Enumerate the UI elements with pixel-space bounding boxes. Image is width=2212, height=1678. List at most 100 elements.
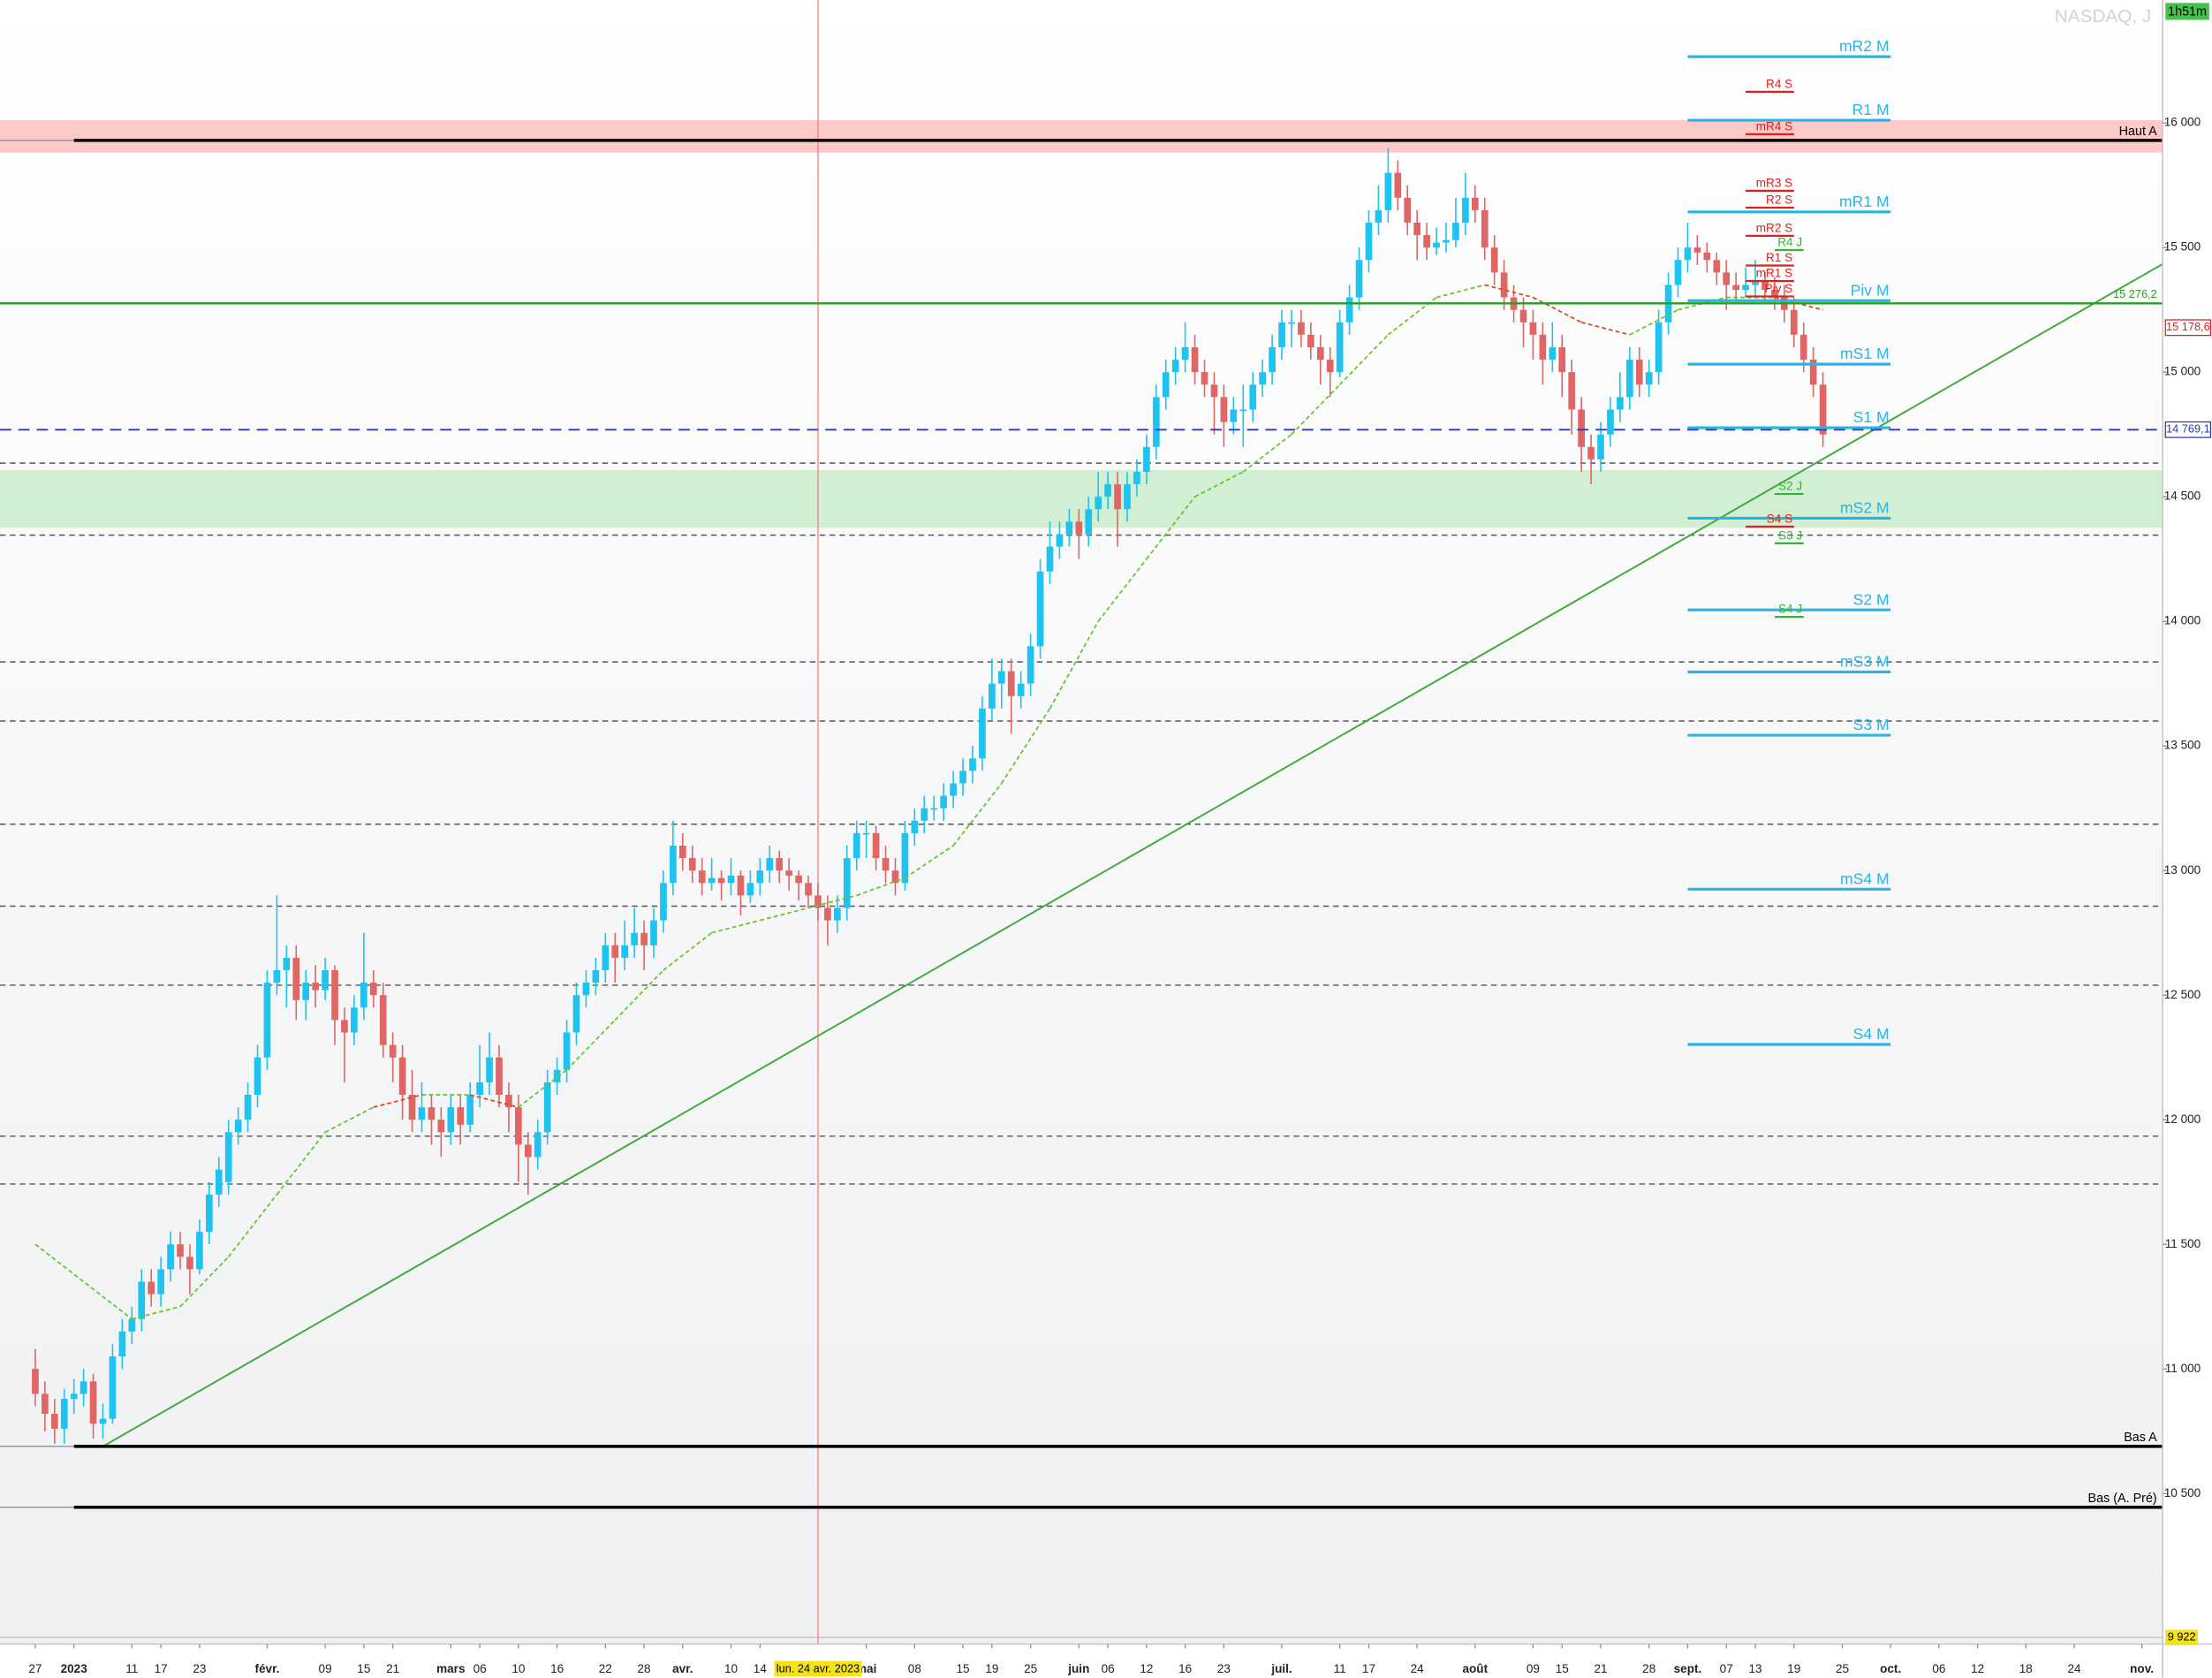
- x-tick-label: 15: [357, 1662, 370, 1675]
- candle-body: [1230, 409, 1238, 422]
- candle-body: [1539, 334, 1547, 361]
- candle-body: [1674, 260, 1682, 285]
- pivot-label: mS1 M: [1840, 345, 1890, 362]
- candle-body: [1046, 546, 1054, 572]
- moving-average: [179, 1256, 230, 1308]
- trendline: [102, 262, 2163, 1447]
- x-tick-label: 15: [1556, 1662, 1569, 1675]
- candle-body: [1713, 260, 1721, 273]
- candle-body: [1326, 360, 1334, 373]
- moving-average: [228, 1194, 278, 1257]
- candle-body: [60, 1399, 68, 1429]
- candle-body: [631, 932, 638, 945]
- x-tick-label: avr.: [672, 1662, 693, 1675]
- candle-body: [1809, 360, 1817, 385]
- crosshair-label: lun. 24 avr. 2023: [776, 1662, 860, 1675]
- candle-body: [1036, 571, 1044, 647]
- candle-body: [708, 877, 716, 884]
- x-tick-label: 16: [550, 1662, 564, 1675]
- x-tick-label: 11: [125, 1662, 138, 1675]
- candle-body: [930, 808, 938, 810]
- candle-body: [1278, 322, 1285, 347]
- plot-background: [0, 0, 2163, 1644]
- x-tick-label: oct.: [1880, 1662, 1901, 1675]
- x-tick-label: sept.: [1674, 1662, 1702, 1675]
- pivot-label: Piv S: [1765, 282, 1793, 295]
- candle-body: [1519, 309, 1527, 323]
- pivot-label: mR3 S: [1756, 176, 1792, 189]
- candle-body: [852, 832, 860, 859]
- candle-body: [1529, 322, 1537, 335]
- candle-body: [1500, 272, 1508, 298]
- x-tick-label: févr.: [255, 1662, 280, 1675]
- moving-average: [1580, 321, 1631, 336]
- moving-average: [663, 931, 713, 971]
- candle-body: [940, 795, 948, 809]
- y-tick-label: 11 500: [2165, 1237, 2201, 1250]
- candle-body: [505, 1094, 512, 1108]
- pivot-label: Piv M: [1851, 281, 1890, 299]
- moving-average: [614, 969, 664, 1021]
- candle-body: [1336, 322, 1344, 373]
- candle-body: [457, 1107, 465, 1125]
- candle-body: [688, 858, 696, 871]
- candle-body: [1171, 360, 1179, 373]
- candle-body: [389, 1044, 397, 1058]
- candle-body: [398, 1057, 406, 1095]
- moving-average: [1194, 471, 1244, 497]
- candle-body: [205, 1194, 213, 1233]
- moving-average: [807, 894, 857, 909]
- x-tick-label: 11: [1334, 1662, 1346, 1675]
- candle-body: [263, 983, 271, 1058]
- candle-body: [283, 957, 291, 970]
- y-tick-label: 11 000: [2165, 1362, 2201, 1375]
- pivot-label: mS3 M: [1840, 653, 1890, 671]
- x-tick-label: juin: [1067, 1662, 1089, 1675]
- pivot-label: R4 S: [1766, 77, 1792, 90]
- candle-body: [118, 1331, 126, 1357]
- candle-body: [737, 875, 745, 896]
- moving-average: [132, 1305, 181, 1320]
- candle-body: [670, 845, 677, 884]
- candle-body: [1220, 397, 1228, 422]
- candle-body: [1104, 484, 1111, 497]
- candle-body: [437, 1120, 445, 1133]
- candle-body: [640, 932, 648, 945]
- candle-body: [602, 945, 610, 970]
- candle-body: [1549, 346, 1557, 361]
- candle-body: [70, 1393, 78, 1400]
- moving-average: [1097, 558, 1148, 622]
- candle-body: [1017, 683, 1025, 696]
- candle-body: [698, 870, 706, 884]
- candle-body: [805, 883, 812, 896]
- candle-body: [650, 920, 657, 945]
- pivot-label: S2 M: [1853, 590, 1890, 608]
- moving-average: [1291, 383, 1341, 436]
- candle-body: [379, 995, 387, 1045]
- candle-body: [1249, 384, 1257, 410]
- candle-body: [1210, 384, 1218, 398]
- y-tick-label: 14 000: [2164, 614, 2201, 627]
- candle-body: [969, 758, 976, 771]
- candle-body: [621, 945, 629, 958]
- candle-body: [1490, 247, 1498, 273]
- x-tick-label: 17: [1362, 1662, 1375, 1675]
- candle-body: [920, 808, 928, 821]
- x-tick-label: 21: [1594, 1662, 1607, 1675]
- candle-body: [611, 945, 619, 958]
- x-tick-label: 06: [473, 1662, 487, 1675]
- y-tick-label: 12 000: [2164, 1112, 2201, 1126]
- candle-body: [128, 1318, 136, 1332]
- price-tag-box: [2164, 421, 2212, 438]
- candle-body: [950, 783, 957, 796]
- candle-body: [428, 1107, 436, 1120]
- moving-average: [711, 919, 761, 934]
- candle-body: [1345, 297, 1353, 323]
- candle-body: [1433, 242, 1440, 248]
- moving-average: [565, 1019, 616, 1071]
- candle-body: [167, 1244, 174, 1270]
- price-axis-background: [2163, 0, 2212, 1678]
- candle-body: [322, 969, 329, 991]
- candle-body: [1133, 471, 1140, 485]
- candle-body: [1732, 285, 1739, 291]
